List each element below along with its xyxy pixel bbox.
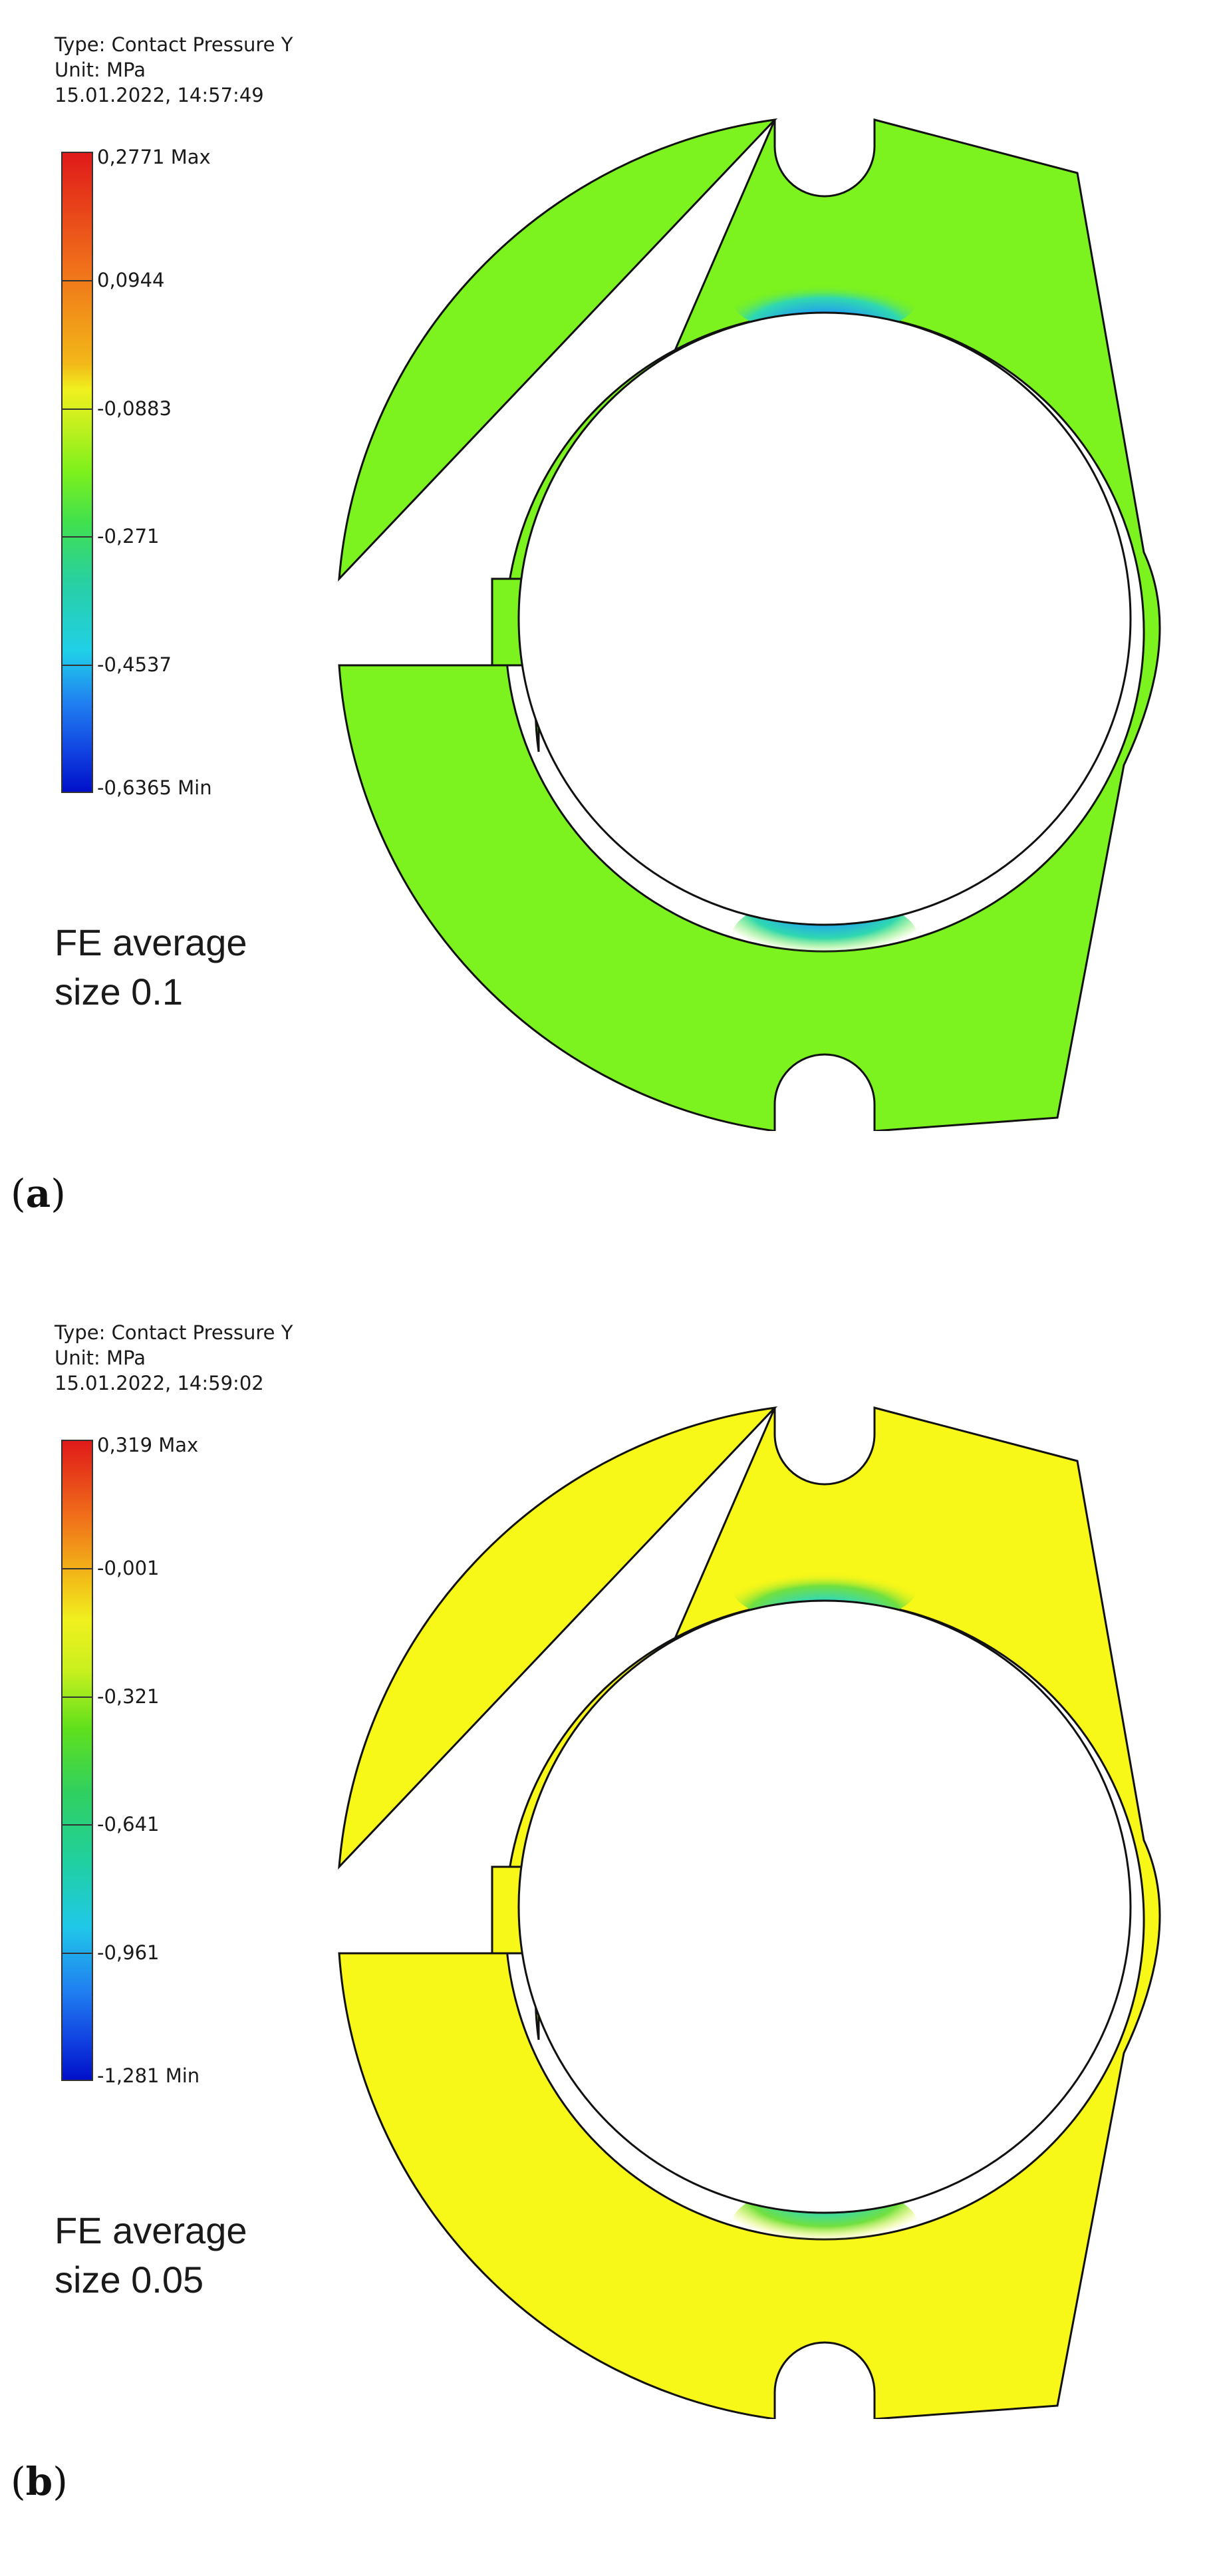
bushing-body [338,118,1161,1131]
scale-tick: -0,4537 [97,653,172,676]
scale-divider [61,280,93,281]
panel-b: Type: Contact Pressure Y Unit: MPa 15.01… [0,1288,1213,2576]
scale-divider [61,1568,93,1569]
legend-timestamp: 15.01.2022, 14:59:02 [55,1372,264,1394]
scale-divider [61,1824,93,1826]
inner-bore [517,311,1132,926]
fe-contact-pressure-plot [338,118,1161,1131]
scale-divider [61,536,93,538]
scale-tick-min: -0,6365 Min [97,776,212,799]
fe-label-line1: FE average [55,921,247,963]
fe-label-line1: FE average [55,2209,247,2251]
scale-divider [61,408,93,410]
scale-divider [61,665,93,666]
legend-header: Type: Contact Pressure Y Unit: MPa 15.01… [55,1320,293,1396]
scale-tick-max: 0,319 Max [97,1434,199,1456]
fe-contact-pressure-plot [338,1406,1161,2419]
scale-tick: -0,641 [97,1813,160,1836]
legend-unit: Unit: MPa [55,1347,146,1369]
legend-unit: Unit: MPa [55,59,146,81]
legend-type: Type: Contact Pressure Y [55,33,293,56]
legend-header: Type: Contact Pressure Y Unit: MPa 15.01… [55,32,293,108]
scale-tick: -0,0883 [97,397,172,420]
fe-size-label: FE average size 0.1 [55,918,247,1017]
panel-label: (a) [11,1171,66,1216]
scale-tick-min: -1,281 Min [97,2064,200,2087]
legend-timestamp: 15.01.2022, 14:57:49 [55,84,264,106]
color-scale-bar [61,1440,93,2081]
scale-divider [61,1953,93,1954]
scale-tick: -0,321 [97,1685,160,1708]
scale-tick-max: 0,2771 Max [97,146,211,168]
scale-tick: -0,961 [97,1941,160,1964]
fe-label-line2: size 0.1 [55,971,183,1013]
inner-bore [517,1599,1132,2214]
color-scale-bar [61,152,93,793]
panel-label: (b) [11,2459,68,2504]
legend-type: Type: Contact Pressure Y [55,1321,293,1344]
fe-label-line2: size 0.05 [55,2259,204,2301]
panel-a: Type: Contact Pressure Y Unit: MPa 15.01… [11,32,1161,1216]
scale-tick: 0,0944 [97,269,165,291]
scale-tick: -0,271 [97,525,160,548]
scale-tick: -0,001 [97,1557,160,1579]
fe-size-label: FE average size 0.05 [55,2206,247,2305]
scale-divider [61,1696,93,1698]
